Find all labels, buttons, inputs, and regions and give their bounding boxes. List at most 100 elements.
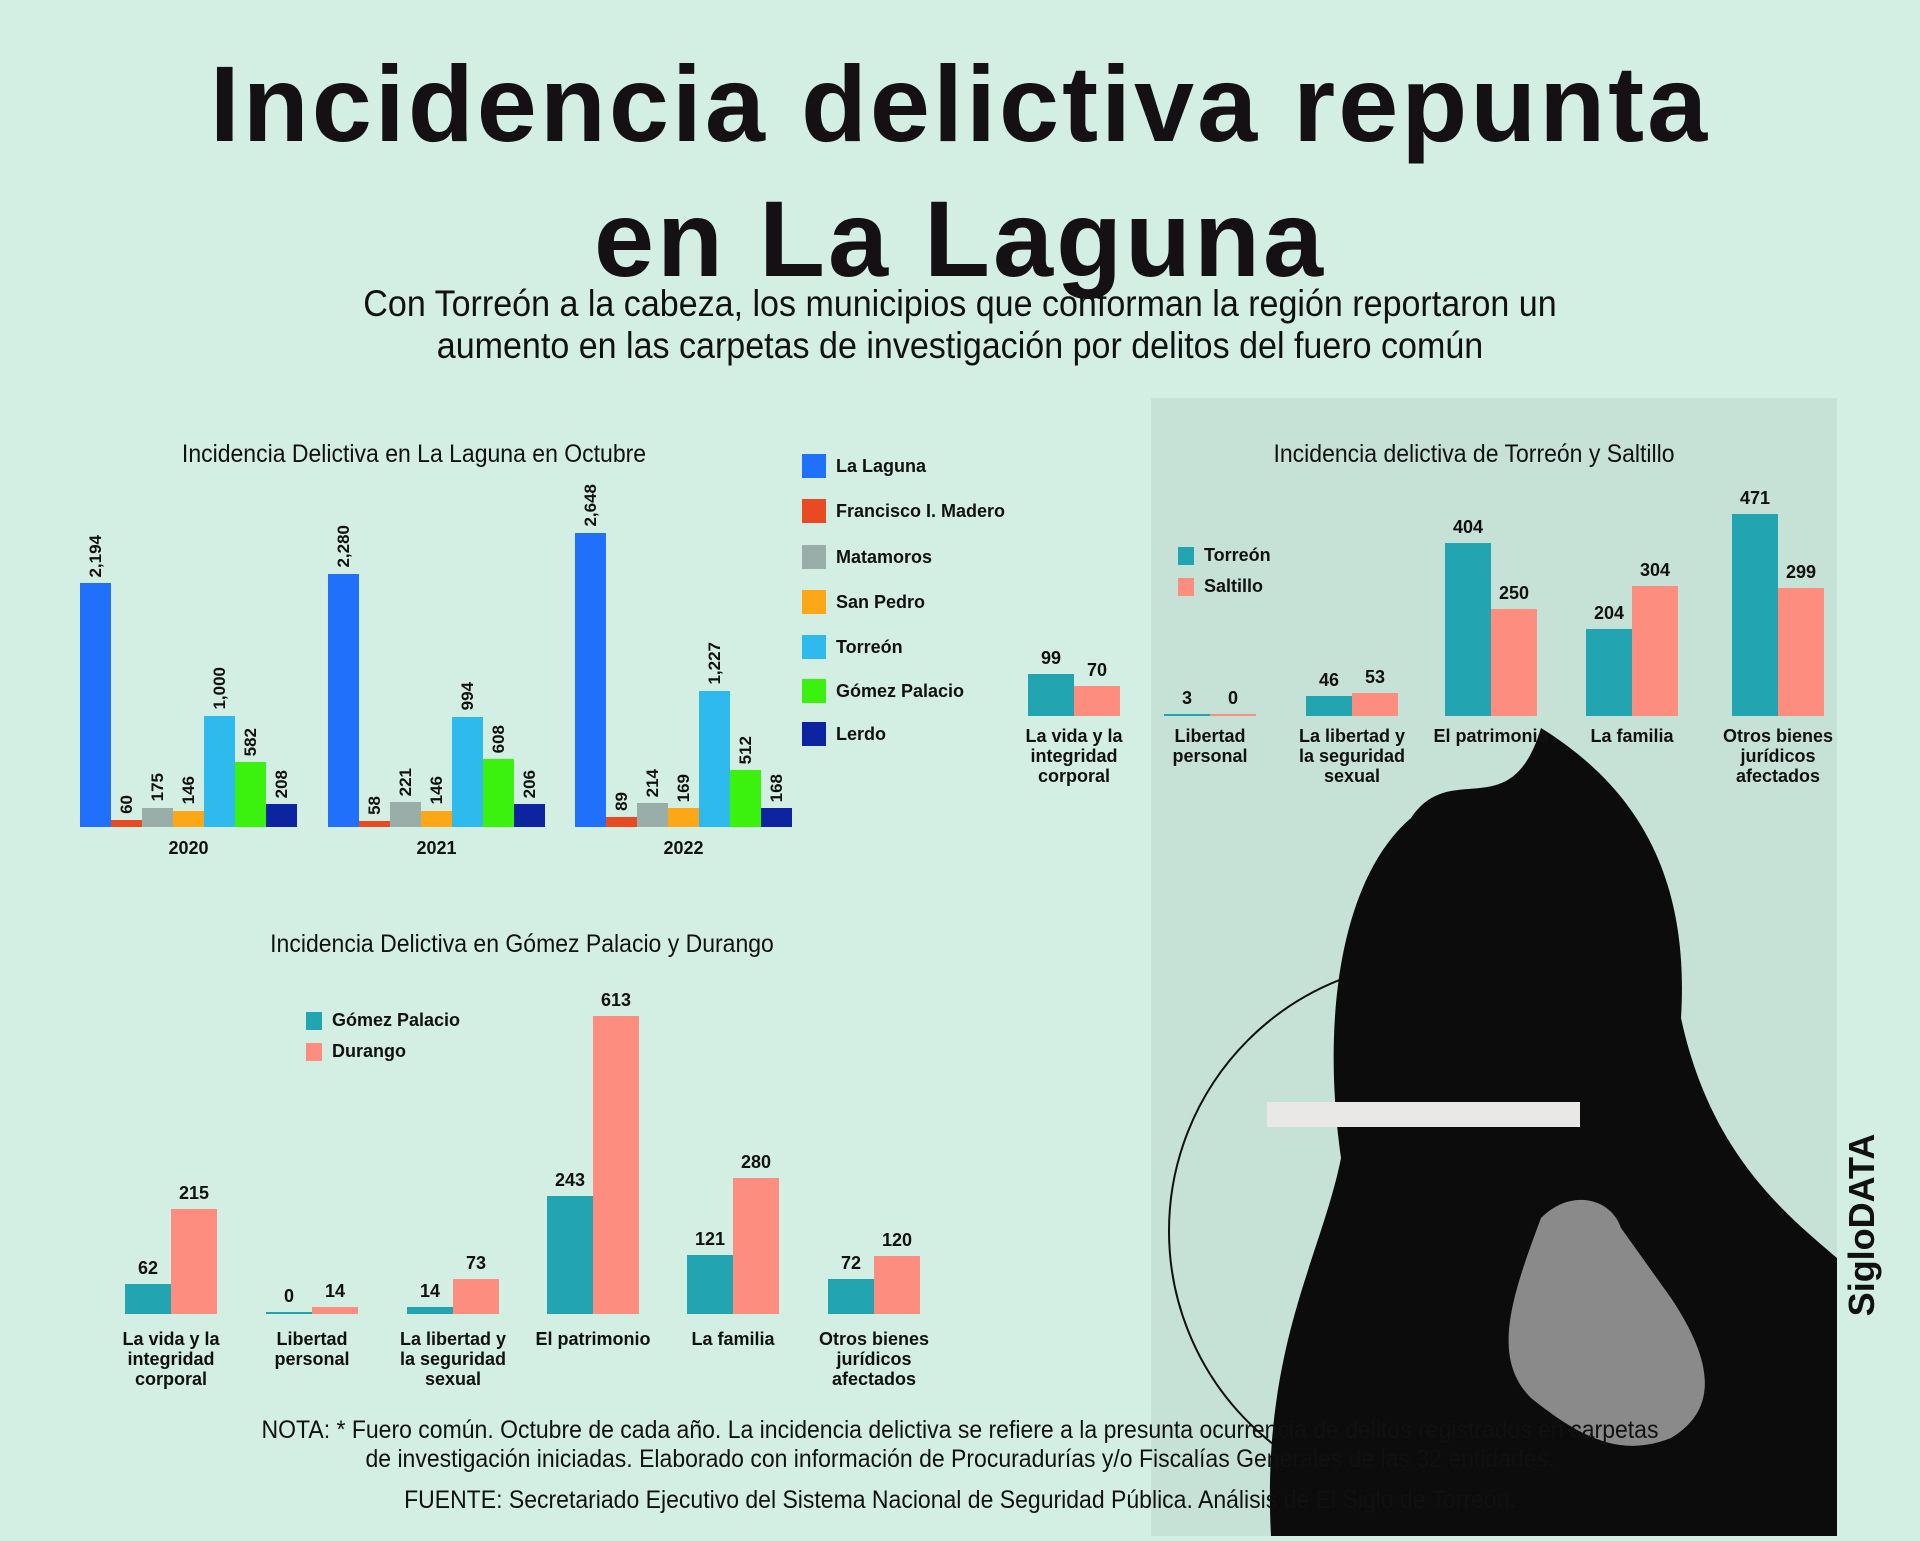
category-label: La libertad y la seguridad sexual: [383, 1329, 523, 1389]
value-label: 46: [1318, 670, 1340, 691]
legend-item: Lerdo: [802, 722, 886, 746]
value-label: 994: [457, 682, 477, 711]
bar-durango: [733, 1177, 779, 1314]
value-label: 53: [1364, 667, 1386, 688]
value-label: 471: [1739, 488, 1771, 508]
category-label-line: El patrimonio: [1433, 726, 1549, 746]
bar-g-mez-palacio-2022: [730, 770, 761, 827]
value-label: 404: [1452, 516, 1484, 537]
bar-saltillo: [1491, 608, 1537, 716]
bar-san-pedro-2022: [668, 808, 699, 827]
category-label: Otros bienes jurídicos afectados: [804, 1329, 944, 1389]
value-label: 608: [488, 725, 508, 754]
note-line1: NOTA: * Fuero común. Octubre de cada año…: [261, 1416, 1659, 1444]
bar-g-mez-palacio: [266, 1312, 312, 1314]
category-label: Otros bienes jurídicos afectados: [1708, 726, 1848, 786]
bar-torre-n: [1306, 696, 1352, 716]
legend-label: San Pedro: [836, 591, 926, 612]
value-label: 14: [419, 1281, 441, 1302]
source-note: FUENTE: Secretariado Ejecutivo del Siste…: [404, 1486, 1516, 1514]
value-label: 2,648: [580, 484, 600, 527]
legend-label: Saltillo: [1204, 576, 1264, 596]
value-label: 99: [1040, 647, 1062, 668]
value-label: 120: [881, 1229, 913, 1250]
value-label: 168: [766, 773, 786, 803]
chart3-title: Incidencia Delictiva en Gómez Palacio y …: [270, 930, 774, 958]
bar-matamoros-2022: [637, 803, 668, 827]
value-label: 613: [600, 990, 632, 1010]
legend-swatch: [1178, 577, 1194, 596]
category-label-line: Otros bienes: [1722, 726, 1834, 746]
bar-torre-n: [1445, 542, 1491, 716]
bar-torre-n: [1586, 628, 1632, 716]
bar-la-laguna-2021: [328, 573, 359, 827]
bar-san-pedro-2021: [421, 810, 452, 827]
category-label: La vida y la integridad corporal: [1004, 726, 1144, 786]
page-title-line2: en La Laguna: [593, 178, 1327, 299]
category-label-line: afectados: [1735, 766, 1821, 786]
value-label: 89: [611, 792, 631, 812]
legend-item: La Laguna: [802, 454, 926, 478]
legend-item: San Pedro: [802, 590, 925, 614]
bar-francisco-i-madero-2020: [111, 820, 142, 827]
value-label: 3: [1181, 688, 1193, 708]
bar-la-laguna-2020: [80, 583, 111, 827]
bar-matamoros-2020: [142, 807, 173, 827]
category-label: La familia: [663, 1329, 803, 1349]
bar-g-mez-palacio-2020: [235, 762, 266, 827]
value-label: 512: [735, 735, 755, 765]
category-label: El patrimonio: [1421, 726, 1561, 746]
legend-swatch: [802, 454, 826, 478]
value-label: 206: [519, 769, 539, 799]
legend-swatch: [306, 1011, 322, 1030]
value-label: 175: [147, 773, 167, 802]
subtitle-line1: Con Torreón a la cabeza, los municipios …: [363, 283, 1557, 324]
value-label: 280: [740, 1151, 772, 1172]
legend-label: Francisco I. Madero: [836, 500, 1006, 521]
legend-label: Lerdo: [836, 723, 887, 744]
brand-logo: SigloDATA: [1841, 1133, 1882, 1317]
subtitle-line2: aumento en las carpetas de investigación…: [436, 325, 1484, 366]
legend-item: Gómez Palacio: [306, 1010, 460, 1031]
category-label-line: integridad: [127, 1349, 215, 1369]
value-label: 0: [283, 1286, 295, 1306]
value-label: 2,280: [333, 525, 353, 568]
legend-swatch: [802, 545, 826, 569]
value-label: 73: [465, 1252, 487, 1273]
category-label: La familia: [1562, 726, 1702, 746]
value-label: 72: [840, 1252, 862, 1273]
year-label: 2022: [663, 838, 704, 858]
value-label: 221: [395, 768, 415, 797]
value-label: 146: [426, 776, 446, 805]
category-label-line: jurídicos: [836, 1349, 912, 1369]
bar-g-mez-palacio-2021: [483, 759, 514, 827]
category-label-line: corporal: [1037, 766, 1111, 786]
category-label-line: La libertad y: [1298, 726, 1406, 746]
legend-item: Gómez Palacio: [802, 679, 964, 703]
bar-torre-n-2020: [204, 715, 235, 827]
bar-lerdo-2021: [514, 804, 545, 827]
category-label-line: sexual: [424, 1369, 482, 1389]
category-label-line: Libertad: [1174, 726, 1246, 746]
bar-torre-n: [1732, 514, 1778, 716]
bar-g-mez-palacio: [828, 1278, 874, 1314]
category-label-line: La vida y la: [122, 1329, 220, 1349]
value-label: 2,194: [85, 534, 105, 578]
category-label: Libertad personal: [242, 1329, 382, 1369]
category-label-line: corporal: [134, 1369, 208, 1389]
value-label: 121: [694, 1229, 726, 1250]
bar-saltillo: [1778, 587, 1824, 716]
value-label: 250: [1498, 582, 1530, 603]
page-title-line1: Incidencia delictiva repunta: [209, 43, 1711, 164]
year-label: 2021: [416, 838, 457, 858]
category-label-line: El patrimonio: [535, 1329, 651, 1349]
legend-item: Francisco I. Madero: [802, 499, 1005, 523]
bar-san-pedro-2020: [173, 810, 204, 827]
legend-label: Gómez Palacio: [836, 680, 965, 701]
bar-g-mez-palacio: [407, 1307, 453, 1314]
legend-label: Torreón: [836, 636, 903, 657]
bar-g-mez-palacio: [547, 1195, 593, 1314]
legend-swatch: [802, 635, 826, 659]
legend-swatch: [802, 499, 826, 523]
legend-label: Durango: [332, 1041, 406, 1061]
